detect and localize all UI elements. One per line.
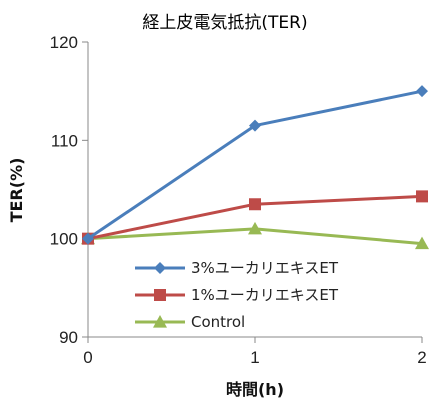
series-line — [87, 89, 423, 240]
data-point — [416, 190, 428, 203]
y-tick-label: 110 — [51, 131, 78, 150]
legend: 3%ユーカリエキスET 1%ユーカリエキスET Control — [135, 259, 339, 331]
data-point — [416, 85, 428, 98]
data-point — [248, 221, 262, 235]
y-axis-label: TER(%) — [7, 158, 26, 223]
data-point — [415, 236, 429, 250]
legend-label: Control — [191, 313, 245, 331]
y-tick-label: 120 — [50, 33, 78, 52]
data-point — [249, 119, 261, 132]
x-tick-label: 0 — [83, 348, 92, 367]
legend-item: Control — [135, 313, 245, 331]
x-tick-label: 1 — [250, 348, 259, 367]
axes: 90 100 110 120 0 1 2 — [50, 33, 427, 367]
y-tick-label: 100 — [50, 230, 78, 249]
chart-title: 経上皮電気抵抗(TER) — [142, 13, 307, 33]
data-point — [249, 198, 261, 211]
x-axis-label: 時間(h) — [226, 380, 284, 399]
series-layer — [81, 85, 429, 250]
x-tick-label: 2 — [417, 348, 426, 367]
legend-label: 1%ユーカリエキスET — [191, 286, 339, 304]
series-diamond — [82, 85, 428, 245]
legend-label: 3%ユーカリエキスET — [191, 259, 339, 277]
legend-item: 3%ユーカリエキスET — [135, 259, 339, 277]
legend-marker — [154, 262, 166, 274]
series-triangle — [81, 221, 429, 250]
legend-item: 1%ユーカリエキスET — [135, 286, 339, 304]
legend-marker — [153, 315, 167, 328]
legend-marker — [154, 289, 166, 301]
data-point — [82, 232, 94, 245]
y-tick-label: 90 — [59, 328, 78, 347]
